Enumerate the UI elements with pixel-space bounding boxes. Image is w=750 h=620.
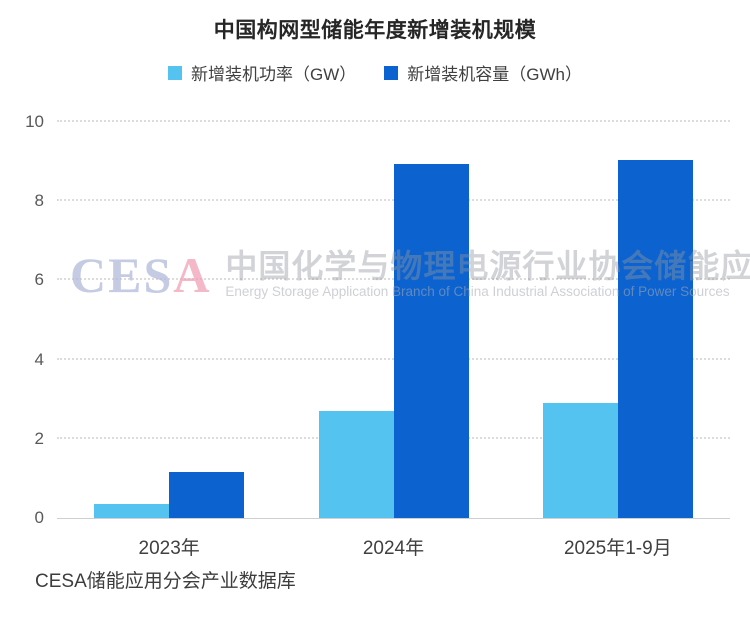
y-tick-10: 10 [25,112,44,131]
bar-capacity-2024年 [393,163,469,518]
bar-power-2023年 [94,504,170,518]
gridline-10 [57,120,730,122]
legend-item-capacity: 新增装机容量（GWh） [384,60,582,85]
legend-label-power: 新增装机功率（GW） [190,65,357,84]
legend-swatch-capacity [384,65,399,80]
bar-power-2025年1-9月 [542,403,618,518]
legend-item-power: 新增装机功率（GW） [167,60,357,85]
x-tick-2025年1-9月: 2025年1-9月 [563,538,672,559]
y-tick-6: 6 [34,270,44,290]
legend: 新增装机功率（GW） 新增装机容量（GWh） [0,60,750,85]
y-tick-2: 2 [34,428,44,448]
data-source-footer: CESA储能应用分会产业数据库 [35,571,296,592]
y-tick-8: 8 [34,191,44,211]
legend-swatch-power [167,65,182,80]
bar-capacity-2023年 [169,472,245,518]
plot-area: 0 2 4 6 8 10 2023年 2024年 2025年1-9月 [25,112,730,559]
y-tick-4: 4 [34,349,44,369]
legend-label-capacity: 新增装机容量（GWh） [407,65,582,84]
chart-title: 中国构网型储能年度新增装机规模 [213,19,537,42]
bar-power-2024年 [318,411,394,518]
x-tick-2024年: 2024年 [362,538,425,559]
bar-capacity-2025年1-9月 [617,159,693,518]
y-tick-0: 0 [34,508,44,527]
x-tick-2023年: 2023年 [138,538,200,559]
